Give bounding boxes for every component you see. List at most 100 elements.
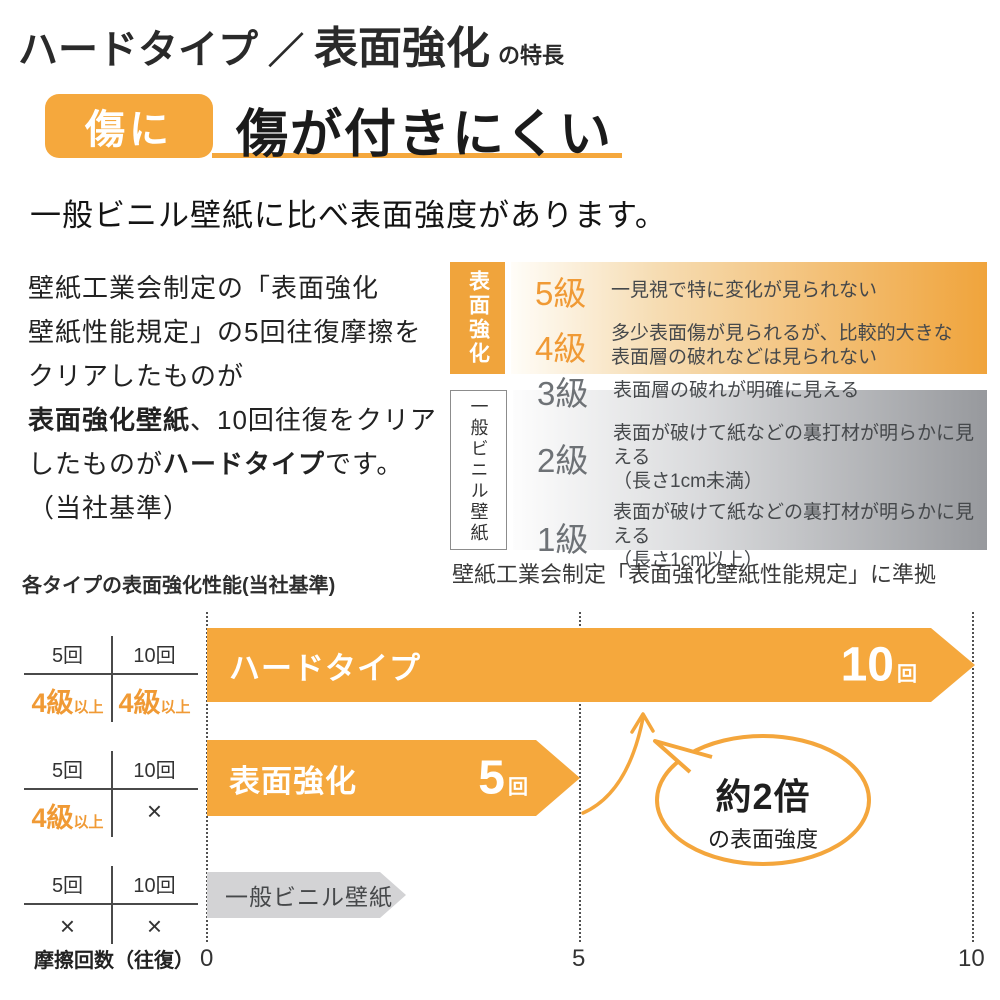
description-paragraph: 壁紙工業会制定の「表面強化 壁紙性能規定」の5回往復摩擦を クリアしたものが 表… xyxy=(28,266,460,530)
grade-row: 5級 一見視で特に変化が見られない xyxy=(535,267,987,315)
grade-desc: 一見視で特に変化が見られない xyxy=(611,279,877,303)
curved-arrow xyxy=(581,716,645,815)
rating-col-header: 10回 xyxy=(133,875,176,897)
desc-text: したものが xyxy=(28,449,164,479)
grade-label: 5級 xyxy=(535,274,587,312)
grade-row: 3級 表面層の破れが明確に見える xyxy=(537,367,987,415)
grade-desc-line: （長さ1cm未満） xyxy=(613,471,763,492)
page-header: ハードタイプ ／ 表面強化 の特長 xyxy=(18,12,564,76)
grade-row: 2級 表面が破けて紙などの裏打材が明らかに見える （長さ1cm未満） xyxy=(537,422,987,494)
rating-value-main: 4級 xyxy=(31,688,74,718)
desc-line: クリアしたものが xyxy=(28,361,245,391)
rating-table-values: × × xyxy=(24,905,198,944)
rating-table-hard: 5回 10回 4級以上 4級以上 xyxy=(24,636,198,722)
rating-table-surface: 5回 10回 4級以上 × xyxy=(24,751,198,837)
headline-underline xyxy=(212,153,622,158)
bar-general-vinyl: 一般ビニル壁紙 xyxy=(207,872,406,918)
chart-title: 各タイプの表面強化性能(当社基準) xyxy=(22,575,336,597)
grade-table-caption: 壁紙工業会制定「表面強化壁紙性能規定」に準拠 xyxy=(452,562,937,587)
bar-label: 表面強化 xyxy=(229,763,357,799)
feature-headline: 傷が付きにくい xyxy=(236,106,613,164)
rating-value-suffix: 以上 xyxy=(160,699,191,716)
bar-label: 一般ビニル壁紙 xyxy=(225,884,393,910)
general-grade-table: 一般ビニル壁紙 3級 表面層の破れが明確に見える 2級 表面が破けて紙などの裏打… xyxy=(450,375,987,571)
rating-value: 4級以上 xyxy=(111,675,198,722)
strengthened-grade-table: 表面強化 5級 一見視で特に変化が見られない 4級 多少表面傷が見られるが、比較… xyxy=(450,262,987,374)
strengthened-rows: 5級 一見視で特に変化が見られない 4級 多少表面傷が見られるが、比較的大きな … xyxy=(511,262,987,374)
rating-value: × xyxy=(111,790,198,837)
bar-value-unit: 回 xyxy=(508,776,528,799)
header-surface-strength: 表面強化 xyxy=(314,24,491,73)
grade-label: 3級 xyxy=(537,375,589,412)
rating-value-main: × xyxy=(146,796,163,826)
x-tick-0: 0 xyxy=(200,945,214,972)
bar-hard-type: ハードタイプ 10 回 xyxy=(207,628,975,702)
rating-table-header: 5回 10回 xyxy=(24,751,198,790)
grade-desc-line: 表面層の破れが明確に見える xyxy=(613,380,860,401)
rating-value-main: × xyxy=(146,911,163,941)
grade-desc-line: （長さ1cm以上） xyxy=(613,550,763,571)
feature-subtitle: 一般ビニル壁紙に比べ表面強度があります。 xyxy=(30,198,667,233)
rating-table-values: 4級以上 × xyxy=(24,790,198,837)
desc-line: （当社基準） xyxy=(28,493,191,523)
grade-label: 1級 xyxy=(537,521,589,558)
performance-chart: 5回 10回 4級以上 4級以上 5回 10回 4級以上 × 5回 10回 xyxy=(0,600,1000,1000)
rating-value: × xyxy=(111,905,198,944)
grade-desc-line: 表面が破けて紙などの裏打材が明らかに見える xyxy=(613,502,975,547)
grade-row: 1級 表面が破けて紙などの裏打材が明らかに見える （長さ1cm以上） xyxy=(537,501,987,573)
grade-desc-line: 一見視で特に変化が見られない xyxy=(611,279,878,301)
double-strength-bubble: 約2倍 の表面強度 xyxy=(663,768,863,854)
rating-table-header: 5回 10回 xyxy=(24,636,198,675)
rating-col-header: 10回 xyxy=(133,760,176,782)
header-suffix: の特長 xyxy=(498,43,565,68)
desc-line: 壁紙工業会制定の「表面強化 xyxy=(28,273,380,303)
rating-value: 4級以上 xyxy=(24,675,111,722)
curved-arrow-head xyxy=(630,712,655,734)
x-axis-label: 摩擦回数（往復） xyxy=(34,950,194,972)
grade-desc: 多少表面傷が見られるが、比較的大きな 表面層の破れなどは見られない xyxy=(611,322,953,370)
grade-desc-line: 表面層の破れなどは見られない xyxy=(611,346,878,368)
strengthened-label: 表面強化 xyxy=(450,262,505,374)
grade-label: 2級 xyxy=(537,442,589,479)
desc-text: です。 xyxy=(325,449,404,479)
x-tick-5: 5 xyxy=(572,945,586,972)
gridline-5 xyxy=(579,612,581,942)
grade-desc: 表面が破けて紙などの裏打材が明らかに見える （長さ1cm以上） xyxy=(613,501,987,573)
x-tick-10: 10 xyxy=(958,945,985,972)
gridline-10 xyxy=(972,612,974,942)
desc-text: 、10回往復をクリア xyxy=(190,405,437,435)
grade-tables: 表面強化 5級 一見視で特に変化が見られない 4級 多少表面傷が見られるが、比較… xyxy=(450,262,987,571)
rating-col-header: 5回 xyxy=(51,760,84,782)
general-rows: 3級 表面層の破れが明確に見える 2級 表面が破けて紙などの裏打材が明らかに見え… xyxy=(513,375,987,571)
rating-value: 4級以上 xyxy=(24,790,111,837)
rating-value: × xyxy=(24,905,111,944)
rating-table-general: 5回 10回 × × xyxy=(24,866,198,944)
grade-desc: 表面層の破れが明確に見える xyxy=(613,379,859,403)
grade-desc: 表面が破けて紙などの裏打材が明らかに見える （長さ1cm未満） xyxy=(613,422,987,494)
rating-table-values: 4級以上 4級以上 xyxy=(24,675,198,722)
bar-value-unit: 回 xyxy=(897,663,917,686)
rating-value-main: × xyxy=(59,911,76,941)
grade-row: 4級 多少表面傷が見られるが、比較的大きな 表面層の破れなどは見られない xyxy=(535,322,987,370)
rating-value-main: 4級 xyxy=(118,688,161,718)
rating-col-header: 5回 xyxy=(51,645,84,667)
rating-value-suffix: 以上 xyxy=(73,814,104,831)
header-separator: ／ xyxy=(268,30,305,71)
feature-badge: 傷に xyxy=(45,94,213,158)
desc-bold-surface: 表面強化壁紙 xyxy=(28,405,191,435)
rating-col-header: 5回 xyxy=(51,875,84,897)
bar-value-number: 10 xyxy=(840,638,894,692)
rating-value-suffix: 以上 xyxy=(73,699,104,716)
bar-label: ハードタイプ xyxy=(229,650,421,686)
desc-line: したものがハードタイプです。 xyxy=(28,442,460,486)
header-hard-type: ハードタイプ xyxy=(18,28,258,72)
grade-label: 4級 xyxy=(535,329,587,367)
rating-value-main: 4級 xyxy=(31,803,74,833)
desc-bold-hard: ハードタイプ xyxy=(163,449,326,479)
desc-line: 表面強化壁紙、10回往復をクリア xyxy=(28,398,460,442)
bar-value: 10 回 xyxy=(841,638,917,693)
bubble-line1: 約2倍 xyxy=(715,776,811,817)
grade-desc-line: 表面が破けて紙などの裏打材が明らかに見える xyxy=(613,423,975,468)
